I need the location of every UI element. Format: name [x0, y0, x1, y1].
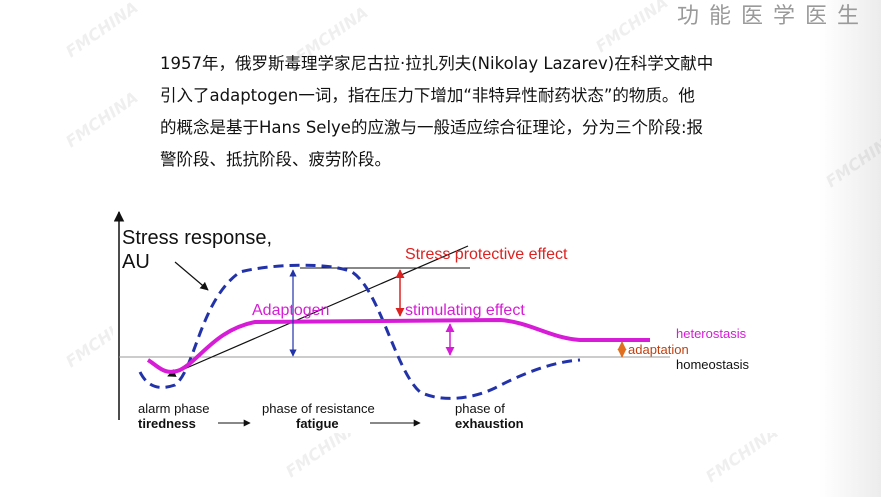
adaptogen-label: Adaptogen [252, 302, 329, 319]
paragraph-line: 1957年，俄罗斯毒理学家尼古拉·拉扎列夫(Nikolay Lazarev)在科… [160, 54, 714, 73]
state-name: exhaustion [455, 416, 524, 431]
stress-curve [138, 263, 581, 400]
paragraph-line: 引入了adaptogen一词，指在压力下增加“非特异性耐药状态”的物质。他 [160, 86, 695, 105]
brand: 功能医学医生 [676, 4, 869, 29]
state-label: heterostasis [676, 326, 747, 341]
pointer-line [174, 261, 209, 291]
phase-label: phase of [455, 401, 505, 416]
phase-label: phase of resistance [262, 401, 375, 416]
state-name: tiredness [138, 416, 196, 431]
axis-label: Stress response, [122, 227, 272, 249]
paragraph-line: 的概念是基于Hans Selye的应激与一般适应综合征理论，分为三个阶段:报 [160, 118, 704, 137]
paragraph-line: 警阶段、抵抗阶段、疲劳阶段。 [160, 150, 391, 169]
pointer-line [167, 245, 469, 377]
phase-label: alarm phase [138, 401, 210, 416]
adaptogen-curve [146, 317, 650, 374]
effect-label: Stress protective effect [405, 246, 568, 263]
state-label: homeostasis [676, 357, 749, 372]
state-name: fatigue [296, 416, 339, 431]
effect-label: stimulating effect [405, 302, 525, 319]
paragraph: 1957年，俄罗斯毒理学家尼古拉·拉扎列夫(Nikolay Lazarev)在科… [160, 48, 713, 176]
axis-label: AU [122, 251, 150, 273]
state-label: adaptation [628, 342, 689, 357]
